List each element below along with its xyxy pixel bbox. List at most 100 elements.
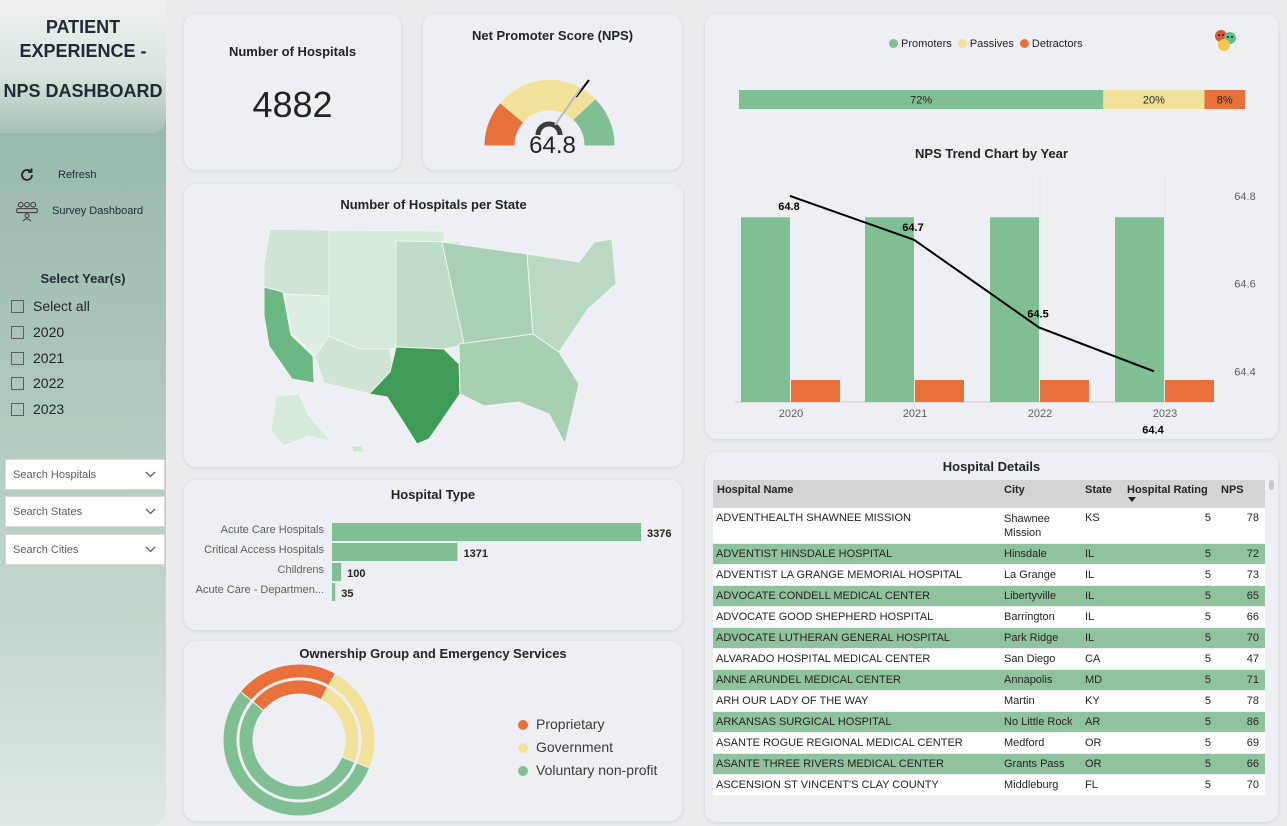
year-option-2023[interactable]: 2023 <box>11 401 64 417</box>
donut-slice-voluntary-non-profit[interactable] <box>222 690 371 817</box>
table-scrollbar[interactable] <box>1269 480 1274 490</box>
hospital-details-table: Hospital Name City State Hospital Rating… <box>713 480 1265 796</box>
cell-rating: 5 <box>1204 716 1211 728</box>
legend-item-passives[interactable]: Passives <box>957 38 1014 50</box>
year-option-2021[interactable]: 2021 <box>11 350 64 366</box>
trend-bar-orange[interactable] <box>791 380 840 402</box>
year-option-2022[interactable]: 2022 <box>11 375 64 391</box>
column-state[interactable]: State <box>1085 484 1112 496</box>
table-row[interactable]: ADVENTHEALTH SHAWNEE MISSION Shawnee Miss… <box>713 508 1265 544</box>
cell-hospital-name: ARKANSAS SURGICAL HOSPITAL <box>716 716 892 728</box>
table-row[interactable]: ADVENTIST LA GRANGE MEMORIAL HOSPITAL La … <box>713 565 1265 586</box>
x-tick-label: 2021 <box>903 408 927 420</box>
hospital-type-bar[interactable] <box>332 523 641 541</box>
legend-item-proprietary[interactable]: Proprietary <box>518 713 657 736</box>
trend-bar-green[interactable] <box>741 217 790 402</box>
table-row[interactable]: ADVOCATE GOOD SHEPHERD HOSPITAL Barringto… <box>713 607 1265 628</box>
table-row[interactable]: ASANTE THREE RIVERS MEDICAL CENTER Grants… <box>713 754 1265 775</box>
survey-dashboard-button[interactable]: Survey Dashboard <box>16 200 143 222</box>
column-hospital-name[interactable]: Hospital Name <box>717 484 794 496</box>
legend-label: Promoters <box>901 38 952 50</box>
gauge-passives-segment <box>500 79 596 123</box>
year-option-select-all[interactable]: Select all <box>11 298 90 314</box>
search-cities-placeholder: Search Cities <box>13 543 79 556</box>
hospital-type-chart: Acute Care Hospitals 3376 Critical Access … <box>196 523 671 601</box>
column-nps[interactable]: NPS <box>1221 484 1244 496</box>
legend-item-detractors[interactable]: Detractors <box>1019 38 1083 50</box>
year-option-label: 2022 <box>33 375 65 391</box>
trend-bar-green[interactable] <box>865 217 914 402</box>
hospital-count-value: 4882 <box>252 84 333 125</box>
cell-hospital-name: ADVOCATE GOOD SHEPHERD HOSPITAL <box>716 611 934 623</box>
hospital-type-bar[interactable] <box>332 543 458 561</box>
table-row[interactable]: ADVOCATE LUTHERAN GENERAL HOSPITAL Park R… <box>713 628 1265 649</box>
gauge-target-marker <box>575 79 590 98</box>
checkbox[interactable] <box>11 325 24 339</box>
distribution-segment-detractors[interactable] <box>1204 90 1245 109</box>
legend-item-promoters[interactable]: Promoters <box>889 38 952 50</box>
cell-city: Shawnee Mission <box>1004 513 1050 539</box>
cell-rating: 5 <box>1204 695 1211 707</box>
search-cities-dropdown[interactable]: Search Cities <box>5 534 165 565</box>
checkbox[interactable] <box>11 402 24 416</box>
map-region-california[interactable] <box>263 286 315 384</box>
legend-item-voluntary-non-profit[interactable]: Voluntary non-profit <box>518 759 657 782</box>
distribution-segment-passives[interactable] <box>1103 90 1205 109</box>
chevron-down-icon <box>145 546 156 553</box>
people-survey-icon <box>16 200 38 222</box>
map-region-south[interactable] <box>458 333 580 446</box>
table-row[interactable]: ARKANSAS SURGICAL HOSPITAL No Little Rock… <box>713 712 1265 733</box>
map-region-hawaii[interactable] <box>350 445 365 453</box>
cell-rating: 5 <box>1204 611 1211 623</box>
cell-nps: 65 <box>1246 590 1259 602</box>
cell-city: Middleburg <box>1004 779 1059 791</box>
us-state-map[interactable] <box>184 184 683 467</box>
donut-slice-voluntary-non-profit[interactable] <box>238 701 356 801</box>
nps-gauge-value: 64.8 <box>529 132 576 159</box>
refresh-button[interactable]: Refresh <box>16 164 97 186</box>
map-region-northwest[interactable] <box>263 228 330 297</box>
table-row[interactable]: ANNE ARUNDEL MEDICAL CENTER Annapolis MD 5 7… <box>713 670 1265 691</box>
y-tick-label: 64.6 <box>1234 279 1255 291</box>
year-option-2020[interactable]: 2020 <box>11 324 64 340</box>
x-tick-label: 2023 <box>1153 408 1177 420</box>
search-states-placeholder: Search States <box>13 505 83 518</box>
checkbox[interactable] <box>11 299 24 313</box>
map-region-alaska[interactable] <box>270 393 334 447</box>
sort-descending-icon[interactable] <box>1128 497 1136 503</box>
trend-bar-orange[interactable] <box>1040 380 1089 402</box>
cell-state: IL <box>1085 569 1095 581</box>
trend-bar-orange[interactable] <box>1165 380 1214 402</box>
cell-hospital-name: ADVENTIST LA GRANGE MEMORIAL HOSPITAL <box>716 569 963 581</box>
table-row[interactable]: ALVARADO HOSPITAL MEDICAL CENTER San Dieg… <box>713 649 1265 670</box>
distribution-segment-promoters[interactable] <box>739 90 1104 109</box>
trend-bar-orange[interactable] <box>915 380 964 402</box>
legend-item-government[interactable]: Government <box>518 736 657 759</box>
cell-rating: 5 <box>1204 590 1211 602</box>
table-row[interactable]: ASANTE ROGUE REGIONAL MEDICAL CENTER Medf… <box>713 733 1265 754</box>
chevron-down-icon <box>145 508 156 515</box>
bar-category-label: Acute Care Hospitals <box>221 524 325 536</box>
column-hospital-rating[interactable]: Hospital Rating <box>1127 484 1208 496</box>
table-row[interactable]: ADVOCATE CONDELL MEDICAL CENTER Libertyvi… <box>713 586 1265 607</box>
column-city[interactable]: City <box>1004 484 1025 496</box>
map-region-texas[interactable] <box>367 346 461 445</box>
cell-hospital-name: ASANTE THREE RIVERS MEDICAL CENTER <box>716 758 944 770</box>
nps-trend-line[interactable] <box>789 194 1155 373</box>
search-hospitals-dropdown[interactable]: Search Hospitals <box>5 459 165 490</box>
gauge-promoters-segment <box>573 99 615 146</box>
table-row[interactable]: ARH OUR LADY OF THE WAY Martin KY 5 78 <box>713 691 1265 712</box>
checkbox[interactable] <box>11 351 24 365</box>
cell-city: Annapolis <box>1004 674 1053 686</box>
nps-trend-title: NPS Trend Chart by Year <box>915 146 1068 161</box>
table-row[interactable]: ADVENTIST HINSDALE HOSPITAL Hinsdale IL 5 72 <box>713 544 1265 565</box>
table-row[interactable]: ASCENSION ST VINCENT'S CLAY COUNTY Middle… <box>713 775 1265 796</box>
cell-rating: 5 <box>1204 569 1211 581</box>
hospital-type-bar[interactable] <box>332 583 336 601</box>
trend-bar-green[interactable] <box>1115 217 1164 402</box>
map-region-northeast[interactable] <box>526 238 617 353</box>
checkbox[interactable] <box>11 376 24 390</box>
search-states-dropdown[interactable]: Search States <box>5 496 165 527</box>
hospital-type-bar[interactable] <box>332 563 342 581</box>
cell-state: IL <box>1085 590 1095 602</box>
